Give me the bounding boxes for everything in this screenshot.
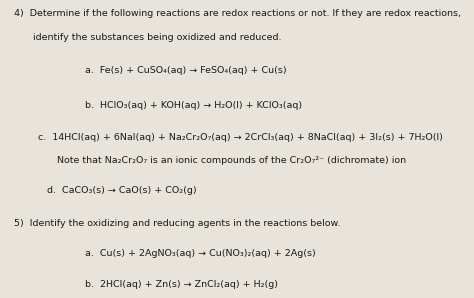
Text: c.  14HCl(aq) + 6NaI(aq) + Na₂Cr₂O₇(aq) → 2CrCl₃(aq) + 8NaCl(aq) + 3I₂(s) + 7H₂O: c. 14HCl(aq) + 6NaI(aq) + Na₂Cr₂O₇(aq) →… — [38, 133, 443, 142]
Text: a.  Fe(s) + CuSO₄(aq) → FeSO₄(aq) + Cu(s): a. Fe(s) + CuSO₄(aq) → FeSO₄(aq) + Cu(s) — [85, 66, 287, 74]
Text: Note that Na₂Cr₂O₇ is an ionic compounds of the Cr₂O₇²⁻ (dichromate) ion: Note that Na₂Cr₂O₇ is an ionic compounds… — [57, 156, 406, 165]
Text: 4)  Determine if the following reactions are redox reactions or not. If they are: 4) Determine if the following reactions … — [14, 9, 461, 18]
Text: b.  HClO₃(aq) + KOH(aq) → H₂O(l) + KClO₃(aq): b. HClO₃(aq) + KOH(aq) → H₂O(l) + KClO₃(… — [85, 101, 302, 110]
Text: d.  CaCO₃(s) → CaO(s) + CO₂(g): d. CaCO₃(s) → CaO(s) + CO₂(g) — [47, 186, 197, 195]
Text: a.  Cu(s) + 2AgNO₃(aq) → Cu(NO₃)₂(aq) + 2Ag(s): a. Cu(s) + 2AgNO₃(aq) → Cu(NO₃)₂(aq) + 2… — [85, 249, 316, 258]
Text: 5)  Identify the oxidizing and reducing agents in the reactions below.: 5) Identify the oxidizing and reducing a… — [14, 219, 341, 228]
Text: b.  2HCl(aq) + Zn(s) → ZnCl₂(aq) + H₂(g): b. 2HCl(aq) + Zn(s) → ZnCl₂(aq) + H₂(g) — [85, 280, 278, 289]
Text: identify the substances being oxidized and reduced.: identify the substances being oxidized a… — [33, 33, 282, 42]
